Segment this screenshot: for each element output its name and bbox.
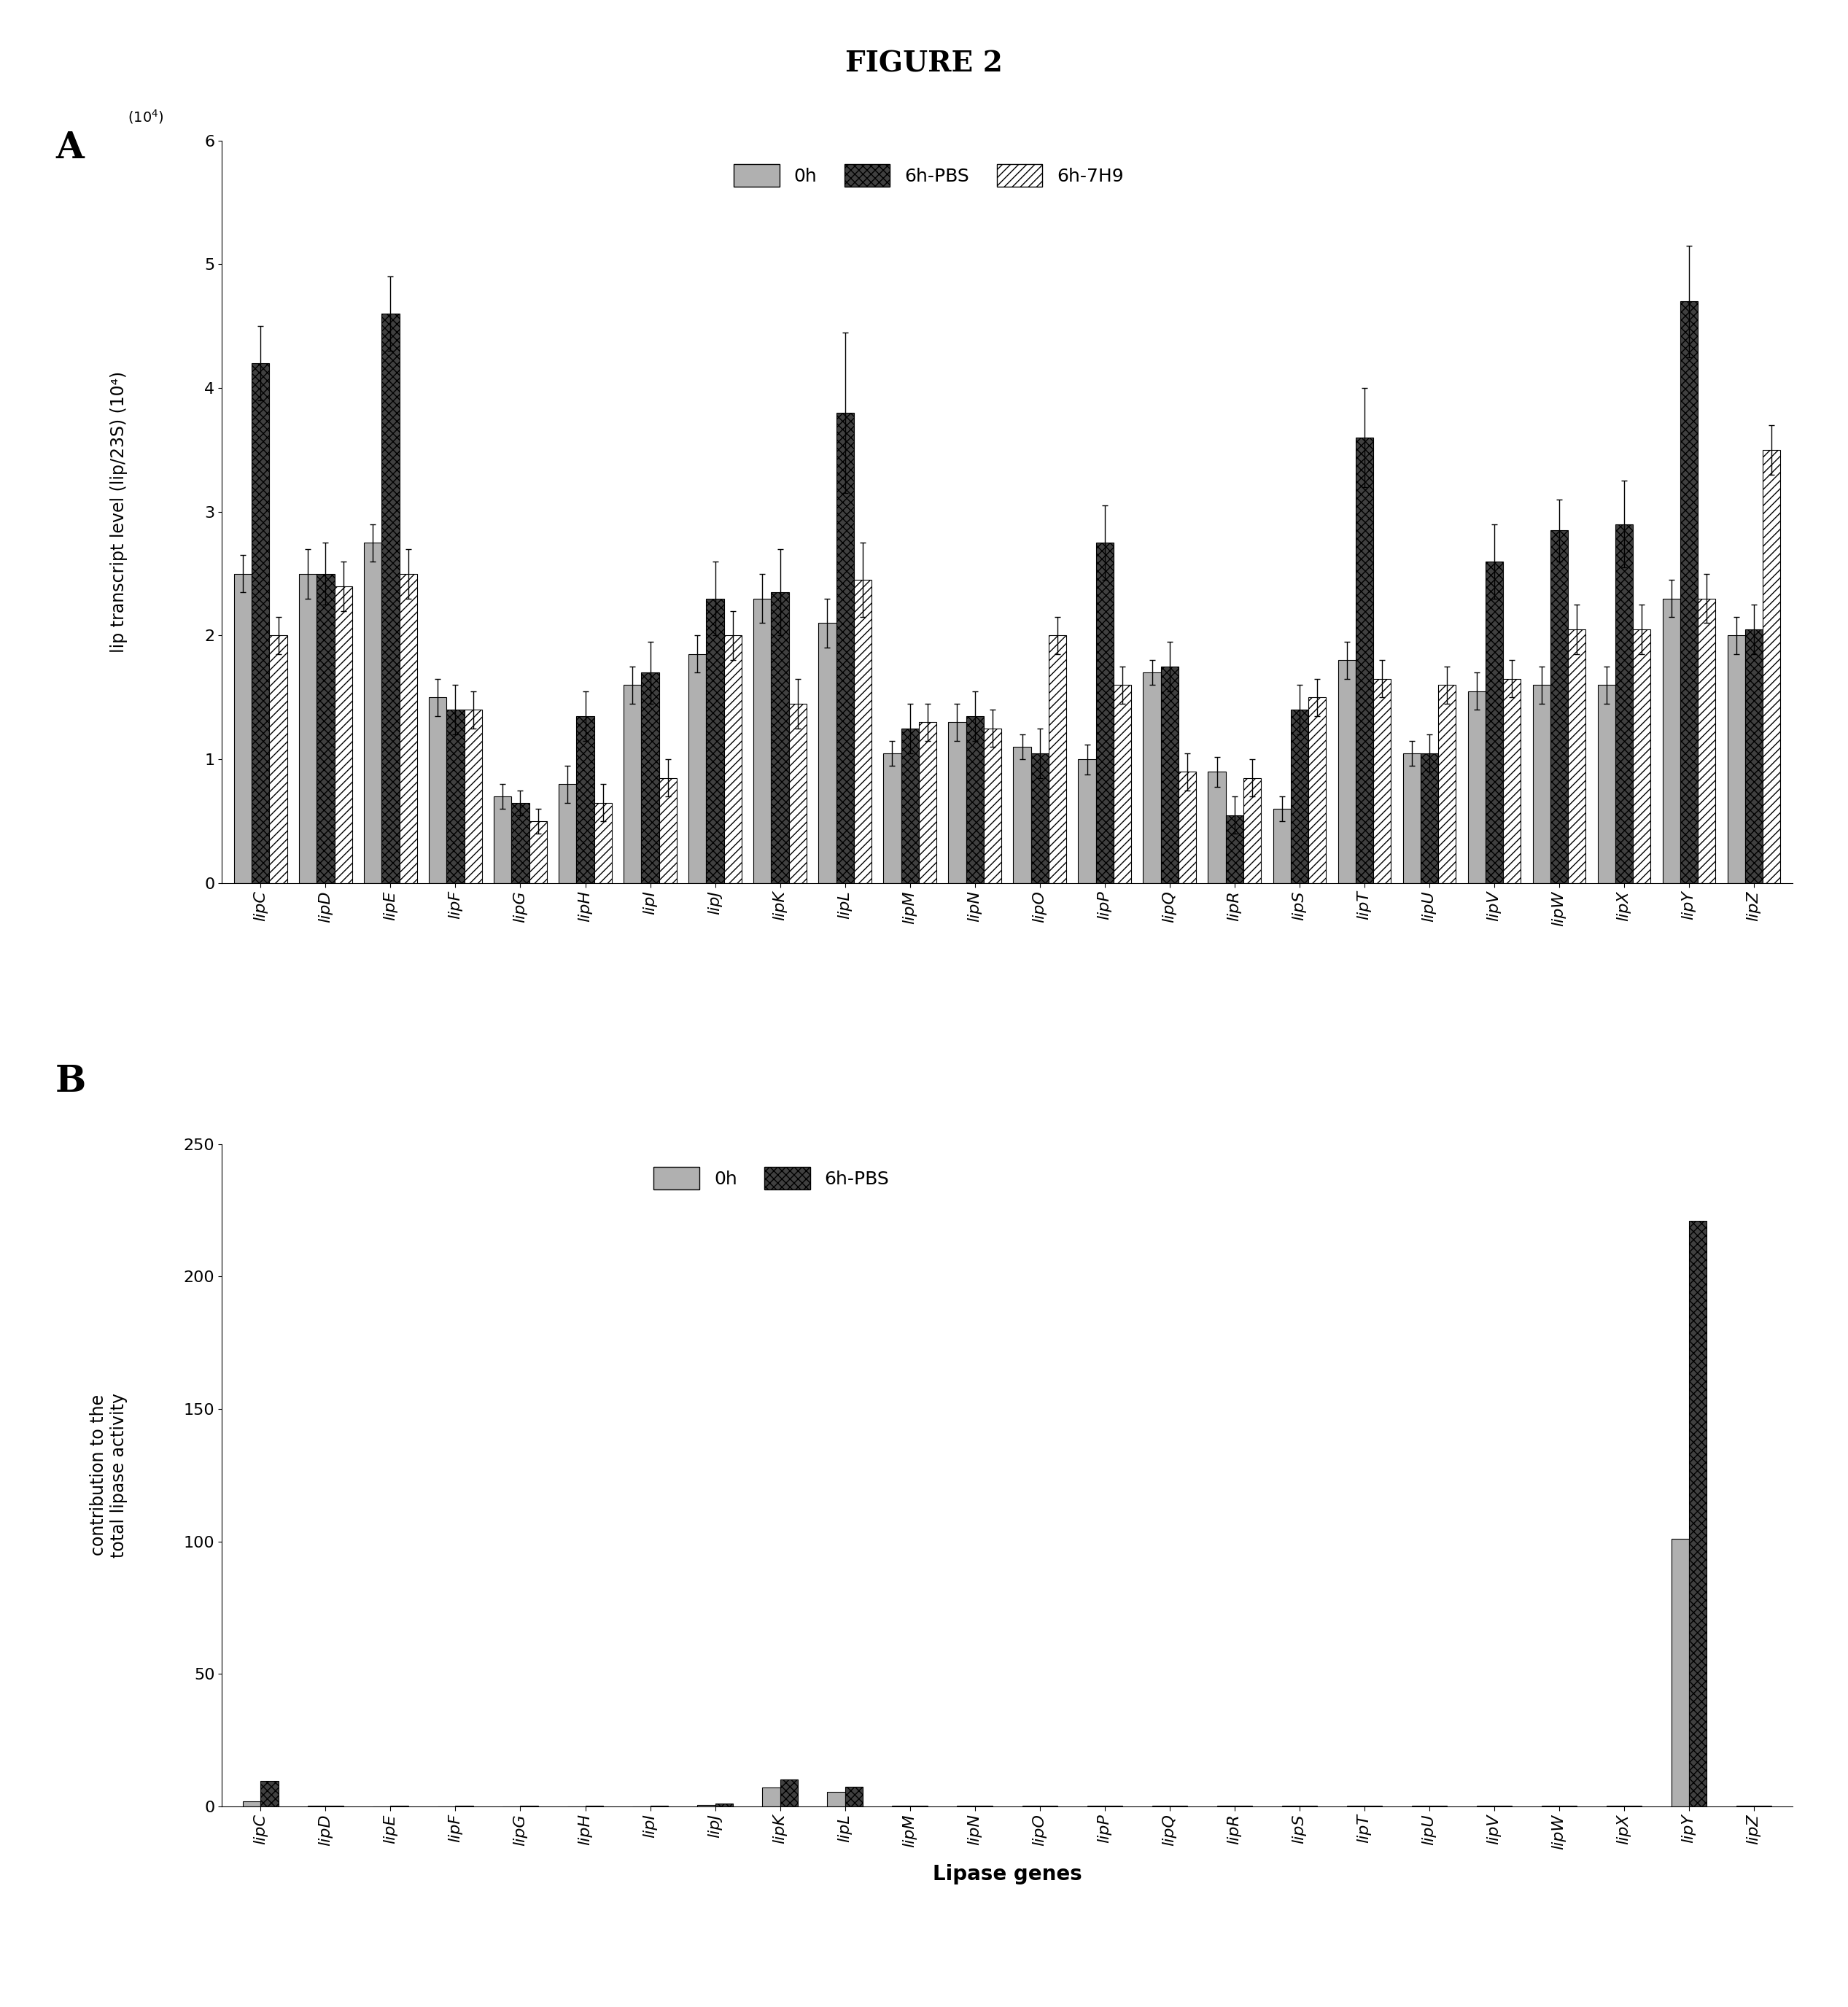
Bar [1209, 771, 1225, 883]
Bar [1355, 438, 1373, 883]
Bar [1290, 710, 1308, 883]
Bar [1273, 809, 1290, 883]
Bar [918, 723, 937, 883]
Bar [641, 672, 660, 883]
Bar [493, 797, 512, 883]
Bar [529, 821, 547, 883]
Bar [754, 598, 771, 883]
Bar [1077, 759, 1096, 883]
Bar [771, 592, 789, 883]
Bar [261, 1780, 279, 1806]
Bar [689, 654, 706, 883]
Bar [429, 698, 447, 883]
Bar [1486, 562, 1502, 883]
Bar [845, 1786, 863, 1806]
Text: B: B [55, 1064, 87, 1100]
Bar [1745, 630, 1763, 883]
Bar [1680, 301, 1698, 883]
Bar [1567, 630, 1586, 883]
Legend: 0h, 6h-PBS: 0h, 6h-PBS [647, 1160, 896, 1196]
Bar [1013, 747, 1031, 883]
Bar [1597, 684, 1615, 883]
Bar [1421, 753, 1438, 883]
Text: A: A [55, 130, 83, 167]
Bar [948, 723, 967, 883]
Bar [1698, 598, 1715, 883]
Bar [1728, 636, 1745, 883]
Bar [967, 716, 983, 883]
Bar [1502, 678, 1521, 883]
Bar [715, 1804, 732, 1806]
Bar [1308, 698, 1325, 883]
Bar [1096, 542, 1112, 883]
Y-axis label: contribution to the
total lipase activity: contribution to the total lipase activit… [91, 1393, 128, 1557]
Bar [244, 1800, 261, 1806]
Bar [558, 785, 577, 883]
Bar [1161, 666, 1179, 883]
Bar [1179, 771, 1196, 883]
Bar [447, 710, 464, 883]
Legend: 0h, 6h-PBS, 6h-7H9: 0h, 6h-PBS, 6h-7H9 [726, 157, 1131, 195]
Y-axis label: lip transcript level (lip/23S) (10⁴): lip transcript level (lip/23S) (10⁴) [111, 371, 128, 652]
Bar [1632, 630, 1650, 883]
Bar [1225, 815, 1244, 883]
Bar [1671, 1539, 1689, 1806]
Bar [883, 753, 902, 883]
Bar [902, 729, 918, 883]
Bar [819, 622, 835, 883]
Bar [299, 574, 316, 883]
Bar [593, 803, 612, 883]
Bar [1338, 660, 1355, 883]
Bar [1467, 690, 1486, 883]
Bar [334, 586, 351, 883]
Bar [1112, 684, 1131, 883]
Bar [828, 1792, 845, 1806]
Bar [464, 710, 482, 883]
Bar [854, 580, 870, 883]
Bar [789, 704, 806, 883]
Bar [1689, 1220, 1706, 1806]
Bar [316, 574, 334, 883]
Bar [1403, 753, 1421, 883]
Bar [1663, 598, 1680, 883]
Text: $(10^4)$: $(10^4)$ [128, 108, 164, 126]
Bar [399, 574, 418, 883]
Text: FIGURE 2: FIGURE 2 [845, 50, 1003, 78]
Bar [364, 542, 383, 883]
Bar [625, 684, 641, 883]
Bar [835, 413, 854, 883]
Bar [780, 1780, 798, 1806]
Bar [706, 598, 724, 883]
Bar [1031, 753, 1048, 883]
X-axis label: Lipase genes: Lipase genes [933, 1865, 1081, 1885]
Bar [660, 779, 676, 883]
Bar [235, 574, 251, 883]
Bar [383, 313, 399, 883]
Bar [1373, 678, 1390, 883]
Bar [724, 636, 741, 883]
Bar [1144, 672, 1161, 883]
Bar [1244, 779, 1260, 883]
Bar [983, 729, 1002, 883]
Bar [1615, 524, 1632, 883]
Bar [1532, 684, 1550, 883]
Bar [251, 363, 270, 883]
Bar [270, 636, 286, 883]
Bar [1438, 684, 1456, 883]
Bar [1763, 450, 1780, 883]
Bar [1550, 530, 1567, 883]
Bar [1048, 636, 1066, 883]
Bar [763, 1788, 780, 1806]
Bar [577, 716, 593, 883]
Bar [512, 803, 529, 883]
